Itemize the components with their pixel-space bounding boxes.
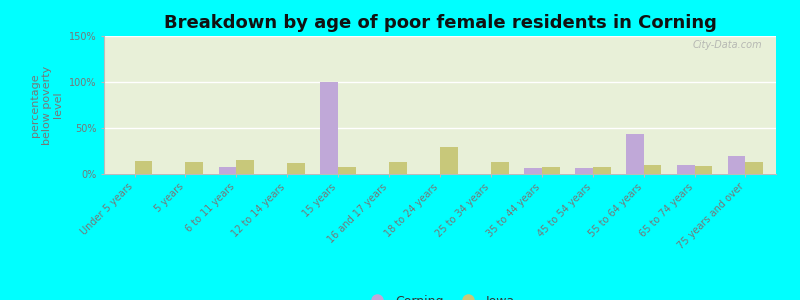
- Bar: [338, 167, 356, 174]
- Bar: [236, 160, 254, 174]
- Bar: [491, 162, 509, 174]
- Bar: [320, 82, 338, 174]
- Bar: [542, 167, 560, 174]
- Text: City-Data.com: City-Data.com: [693, 40, 762, 50]
- Bar: [287, 163, 305, 174]
- Bar: [134, 161, 152, 174]
- Bar: [218, 167, 236, 174]
- Bar: [694, 166, 712, 174]
- Bar: [524, 169, 542, 174]
- Bar: [593, 167, 610, 174]
- Legend: Corning, Iowa: Corning, Iowa: [360, 290, 520, 300]
- Y-axis label: percentage
below poverty
level: percentage below poverty level: [30, 65, 63, 145]
- Bar: [389, 162, 407, 174]
- Bar: [728, 156, 746, 174]
- Title: Breakdown by age of poor female residents in Corning: Breakdown by age of poor female resident…: [163, 14, 717, 32]
- Bar: [677, 165, 694, 174]
- Bar: [575, 169, 593, 174]
- Bar: [626, 134, 644, 174]
- Bar: [644, 165, 662, 174]
- Bar: [440, 147, 458, 174]
- Bar: [186, 162, 203, 174]
- Bar: [746, 162, 763, 174]
